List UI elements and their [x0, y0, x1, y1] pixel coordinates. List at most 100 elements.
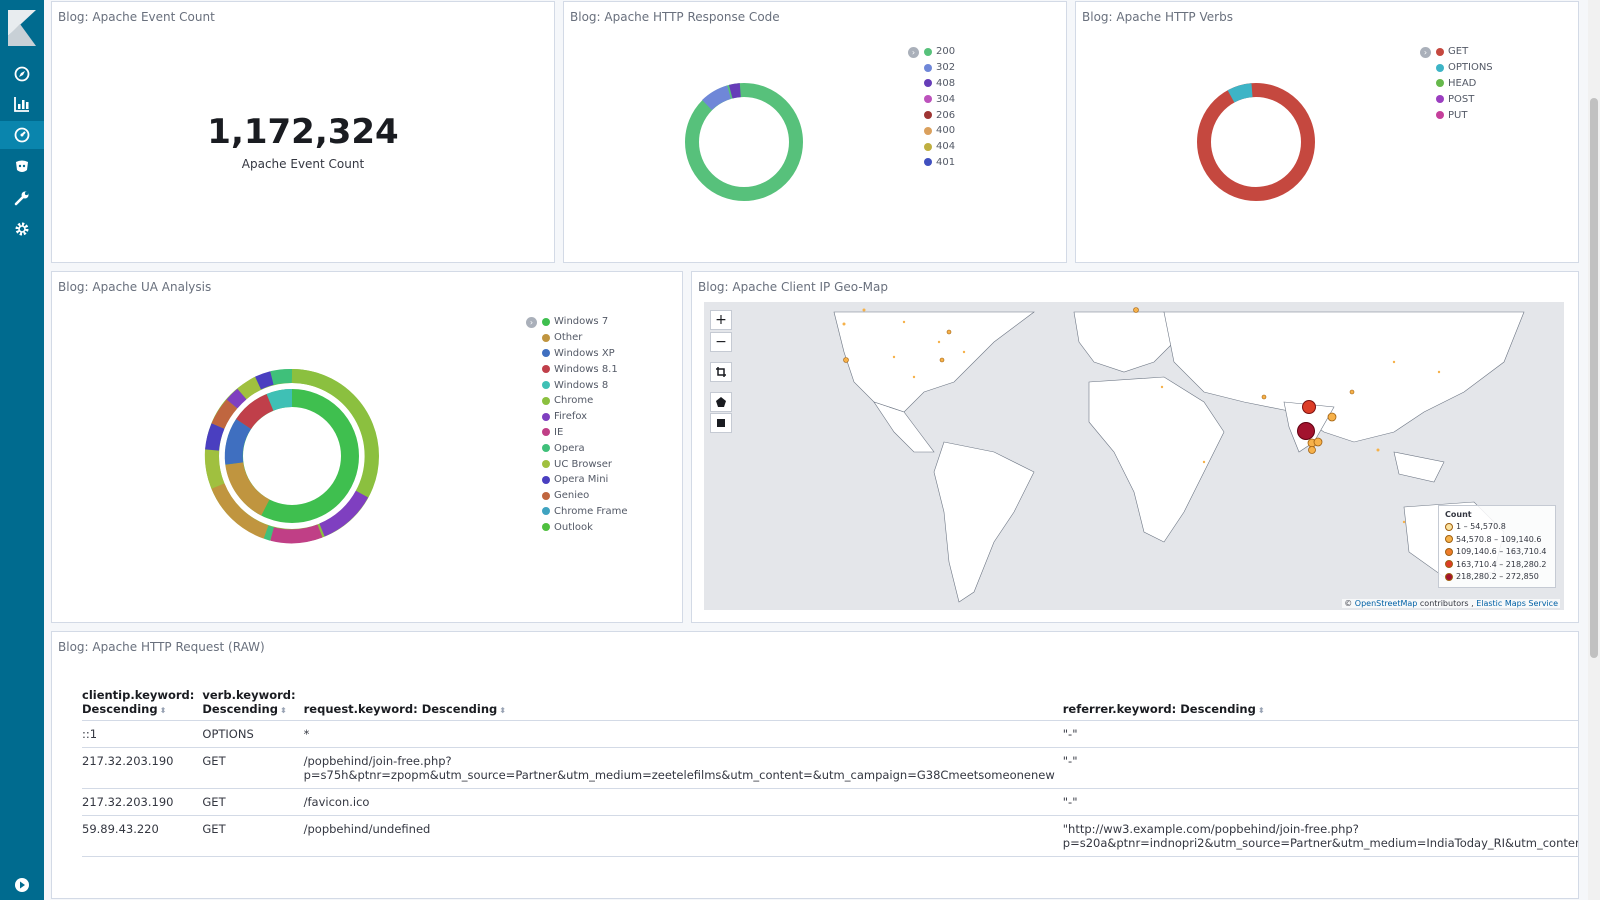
attribution-prefix: © [1344, 599, 1353, 608]
legend-label: Opera Mini [554, 474, 609, 486]
legend-color-dot [924, 63, 932, 72]
panel-title: Blog: Apache Client IP Geo-Map [698, 280, 889, 294]
column-header-line2: referrer.keyword: Descending [1062, 702, 1256, 716]
response-code-legend-item[interactable]: 304 [924, 91, 955, 107]
timelion-icon[interactable] [12, 157, 32, 177]
column-header[interactable]: clientip.keyword: Descending ⬍ [82, 688, 203, 721]
table-row: ::1 OPTIONS * "-" [82, 720, 1578, 748]
zoom-in-button[interactable]: + [710, 310, 732, 330]
http-verbs-panel: Blog: Apache HTTP Verbs › GET OPTIONS HEAD… [1075, 1, 1579, 263]
ua-analysis-donut[interactable] [202, 366, 382, 546]
response-code-legend-item[interactable]: 200 [924, 44, 955, 60]
management-icon[interactable] [12, 219, 32, 239]
outer-uc-b [237, 376, 262, 400]
response-code-legend-item[interactable]: 404 [924, 139, 955, 155]
table-cell-verb: GET [202, 815, 304, 857]
inner-windows-8-1 [236, 393, 274, 430]
http-verbs-legend-item[interactable]: POST [1436, 91, 1493, 107]
ua-analysis-legend-item[interactable]: Chrome Frame [542, 504, 628, 520]
legend-color-dot [542, 396, 550, 405]
map-legend-item: 218,280.2 – 272,850 [1445, 571, 1549, 584]
ua-analysis-legend-item[interactable]: Genieo [542, 488, 628, 504]
legend-color-dot [542, 365, 550, 374]
openstreetmap-link[interactable]: OpenStreetMap [1354, 599, 1418, 608]
map-canvas[interactable]: + − Count 1 – 54,570.8 54,570.8 – 109,140… [704, 302, 1564, 610]
sort-icon[interactable]: ⬍ [499, 706, 506, 715]
legend-color-dot [542, 333, 550, 342]
panel-title: Blog: Apache HTTP Response Code [570, 10, 780, 24]
panel-title: Blog: Apache HTTP Request (RAW) [58, 640, 265, 654]
elastic-maps-service-link[interactable]: Elastic Maps Service [1476, 599, 1558, 608]
column-header[interactable]: verb.keyword: Descending ⬍ [202, 688, 304, 721]
ua-analysis-legend-item[interactable]: Other [542, 330, 628, 346]
map-legend-title: Count [1445, 509, 1472, 519]
attribution-mid: contributors , [1419, 599, 1474, 608]
http-verbs-legend-item[interactable]: PUT [1436, 107, 1493, 123]
ua-analysis-legend-item[interactable]: Chrome [542, 393, 628, 409]
collapse-icon[interactable] [12, 875, 32, 895]
legend-label: IE [554, 426, 564, 438]
legend-color-dot [924, 47, 932, 56]
legend-color-dot [1436, 47, 1444, 56]
response-code-legend-item[interactable]: 401 [924, 155, 955, 171]
ua-analysis-legend-item[interactable]: Windows 7 [542, 314, 628, 330]
legend-label: 200 [936, 46, 956, 58]
legend-color-dot [542, 381, 550, 390]
fit-bounds-icon[interactable] [710, 362, 732, 382]
http-verbs-legend-item[interactable]: OPTIONS [1436, 60, 1493, 76]
visualize-icon[interactable] [12, 94, 32, 114]
ua-analysis-legend-item[interactable]: Windows 8.1 [542, 361, 628, 377]
response-code-legend-item[interactable]: 302 [924, 60, 955, 76]
response-code-legend-item[interactable]: 408 [924, 76, 955, 92]
scrollbar-thumb[interactable] [1590, 98, 1598, 658]
discover-icon[interactable] [12, 64, 32, 84]
ua-analysis-legend-item[interactable]: Firefox [542, 409, 628, 425]
metric-value: 1,172,324 [207, 112, 399, 152]
kibana-logo[interactable] [8, 10, 36, 46]
panel-title: Blog: Apache Event Count [58, 10, 215, 24]
http-verbs-legend-item[interactable]: HEAD [1436, 76, 1493, 92]
legend-toggle-icon[interactable]: › [908, 47, 919, 58]
ua-analysis-legend-item[interactable]: Outlook [542, 519, 628, 535]
sort-icon[interactable]: ⬍ [159, 706, 167, 715]
response-code-legend-item[interactable]: 206 [924, 107, 955, 123]
draw-polygon-icon[interactable] [710, 392, 732, 412]
legend-label: Other [554, 332, 583, 344]
dashboard-icon[interactable] [0, 121, 44, 149]
map-legend-label: 163,710.4 – 218,280.2 [1456, 559, 1547, 569]
slice-get [1197, 83, 1315, 201]
ua-analysis-legend-item[interactable]: Windows 8 [542, 377, 628, 393]
response-code-donut[interactable] [682, 80, 806, 204]
page-scrollbar[interactable] [1588, 0, 1600, 900]
sort-icon[interactable]: ⬍ [279, 706, 287, 715]
geo-points [842, 307, 1441, 524]
legend-toggle-icon[interactable]: › [1420, 47, 1431, 58]
slice-200 [685, 83, 803, 201]
table-cell-referrer: "-" [1062, 747, 1578, 789]
legend-label: UC Browser [554, 458, 613, 470]
ua-analysis-legend-item[interactable]: IE [542, 425, 628, 441]
column-header[interactable]: request.keyword: Descending ⬍ [303, 688, 1063, 721]
http-verbs-donut[interactable] [1194, 80, 1318, 204]
column-header-line2: request.keyword: Descending [303, 702, 498, 716]
zoom-out-button[interactable]: − [710, 332, 732, 352]
request-table: clientip.keyword: Descending ⬍ verb.keyword… [82, 688, 1578, 857]
ua-analysis-legend-item[interactable]: Opera Mini [542, 472, 628, 488]
column-header[interactable]: referrer.keyword: Descending ⬍ [1062, 688, 1578, 721]
draw-rectangle-icon[interactable] [710, 413, 732, 433]
legend-toggle-icon[interactable]: › [526, 317, 537, 328]
ua-analysis-legend-item[interactable]: UC Browser [542, 456, 628, 472]
table-cell-request: /popbehind/undefined [303, 815, 1063, 857]
map-legend-dot [1445, 560, 1453, 569]
legend-color-dot [924, 79, 932, 88]
response-code-legend-item[interactable]: 400 [924, 123, 955, 139]
sort-icon[interactable]: ⬍ [1257, 706, 1265, 715]
ua-analysis-legend-item[interactable]: Opera [542, 440, 628, 456]
legend-label: 304 [936, 93, 956, 105]
ua-analysis-legend-item[interactable]: Windows XP [542, 346, 628, 362]
dev-tools-icon[interactable] [12, 188, 32, 208]
legend-color-dot [1436, 95, 1444, 104]
inner-other [225, 461, 270, 516]
legend-color-dot [542, 507, 550, 516]
http-verbs-legend-item[interactable]: GET [1436, 44, 1493, 60]
